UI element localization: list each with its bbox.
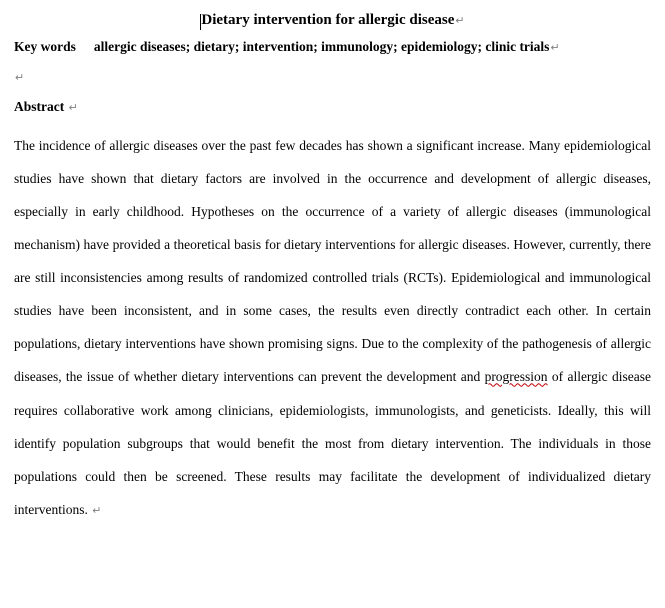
abstract-body: The incidence of allergic diseases over …	[14, 129, 651, 526]
keywords-text: allergic diseases; dietary; intervention…	[94, 39, 550, 54]
paragraph-mark-icon: ↵	[68, 102, 78, 114]
document-title: Dietary intervention for allergic diseas…	[14, 12, 651, 29]
empty-paragraph: ↵	[14, 69, 651, 85]
abstract-heading-text: Abstract	[14, 99, 64, 114]
abstract-text-prefix: The incidence of allergic diseases over …	[14, 138, 651, 384]
keywords-line: Key words allergic diseases; dietary; int…	[14, 39, 651, 55]
title-text: Dietary intervention for allergic diseas…	[201, 12, 454, 28]
abstract-heading: Abstract ↵	[14, 99, 651, 115]
paragraph-mark-icon: ↵	[454, 15, 464, 27]
spellcheck-wavy-word: progression	[485, 369, 548, 384]
keywords-label: Key words	[14, 39, 76, 55]
paragraph-mark-icon: ↵	[14, 72, 24, 84]
paragraph-mark-icon: ↵	[91, 505, 101, 517]
text-cursor	[200, 14, 201, 30]
paragraph-mark-icon: ↵	[549, 42, 559, 54]
abstract-text-suffix: of allergic disease requires collaborati…	[14, 369, 651, 516]
